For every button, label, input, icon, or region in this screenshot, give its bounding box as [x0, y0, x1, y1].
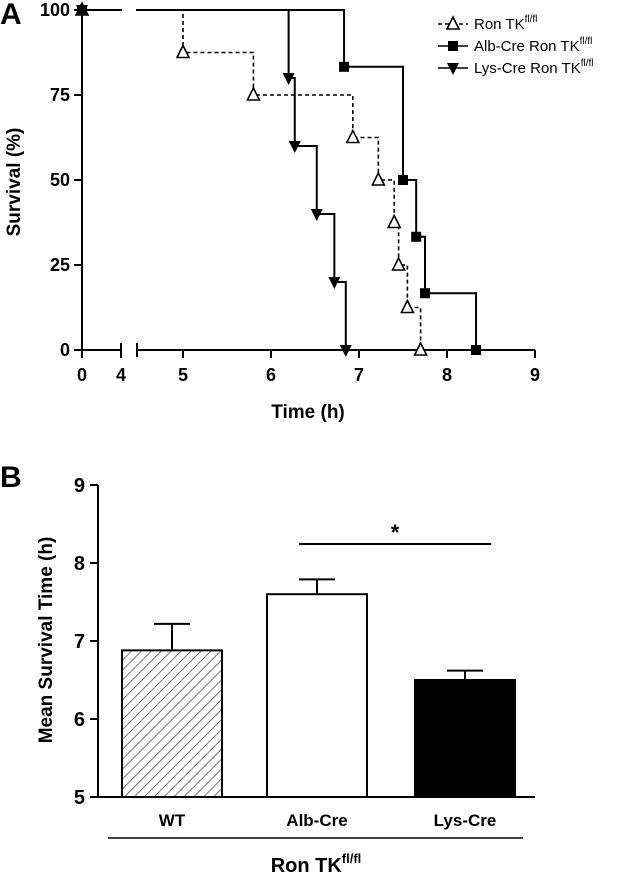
x-tick-label: 6 — [266, 365, 276, 385]
bar-y-axis-title: Mean Survival Time (h) — [36, 537, 57, 744]
x-tick-label: 8 — [442, 365, 452, 385]
series-line — [82, 9, 347, 350]
data-point-marker — [288, 141, 301, 153]
axis-gap-mask — [122, 7, 136, 13]
data-point-marker — [339, 345, 352, 357]
x-tick-label: 0 — [77, 365, 87, 385]
panel-a-label: A — [0, 0, 22, 31]
y-tick-label: 0 — [60, 340, 70, 360]
x-tick-label: 9 — [530, 365, 540, 385]
data-point-marker — [76, 5, 88, 17]
data-point-marker — [448, 41, 458, 51]
bar-lys-cre — [414, 679, 516, 798]
bar-series-group: WT Alb-Cre Lys-Cre * — [121, 520, 516, 830]
data-point-marker — [246, 86, 261, 101]
x-tick-label: 5 — [178, 365, 188, 385]
x-tick-label: 7 — [354, 365, 364, 385]
data-point-marker — [420, 288, 430, 299]
panel-b-label: B — [0, 461, 22, 494]
legend-label: Lys-Cre Ron TKfl/fl — [474, 58, 593, 77]
group-label: Ron TKfl/fl — [271, 851, 362, 877]
y-tick-label: 50 — [50, 170, 70, 190]
legend-label: Ron TKfl/fl — [474, 14, 537, 33]
series-2 — [76, 5, 352, 357]
legend-entry: Lys-Cre Ron TKfl/fl — [438, 58, 593, 77]
y-tick-label: 9 — [74, 475, 85, 497]
data-point-marker — [391, 256, 406, 271]
y-tick-label: 5 — [74, 787, 85, 809]
data-point-marker — [398, 175, 408, 185]
legend-entry: Alb-Cre Ron TKfl/fl — [438, 36, 592, 55]
survival-x-axis-title: Time (h) — [271, 402, 345, 423]
legend-label: Alb-Cre Ron TKfl/fl — [474, 36, 592, 55]
category-label: Lys-Cre — [434, 811, 497, 830]
data-point-marker — [413, 341, 428, 356]
bar-wt — [121, 649, 223, 798]
data-point-marker — [175, 43, 191, 59]
data-point-marker — [310, 209, 323, 221]
data-point-marker — [371, 171, 386, 186]
mean-survival-bar-chart: 5 6 7 8 9 WT Alb-Cre Lys-Cre * Mean Survival Ti… — [36, 475, 535, 877]
survival-axes: 0 25 50 75 100 0 4 5 6 7 8 9 — [40, 0, 540, 385]
data-point-marker — [386, 213, 402, 229]
significance-star: * — [391, 520, 400, 545]
data-point-marker — [411, 231, 422, 242]
data-point-marker — [328, 277, 341, 289]
y-tick-label: 25 — [50, 255, 70, 275]
data-point-marker — [339, 61, 350, 72]
category-label: WT — [159, 811, 186, 830]
survival-legend: Ron TKfl/fl Alb-Cre Ron TKfl/fl Lys-Cre Ro… — [438, 14, 593, 77]
data-point-marker — [445, 15, 461, 30]
survival-series-group — [74, 1, 482, 357]
series-line — [82, 9, 422, 350]
data-point-marker — [345, 128, 361, 144]
data-point-marker — [400, 298, 415, 314]
y-tick-label: 8 — [74, 553, 85, 575]
survival-y-axis-title: Survival (%) — [4, 128, 25, 237]
series-line — [82, 9, 478, 350]
legend-entry: Ron TKfl/fl — [438, 14, 537, 33]
y-tick-label: 7 — [74, 631, 85, 653]
bar-alb-cre — [266, 593, 368, 799]
data-point-marker — [282, 73, 295, 85]
y-tick-label: 6 — [74, 709, 85, 731]
y-tick-label: 75 — [50, 85, 70, 105]
y-tick-label: 100 — [40, 0, 70, 20]
data-point-marker — [471, 345, 482, 355]
series-0 — [74, 1, 428, 356]
x-tick-label: 4 — [116, 365, 126, 385]
data-point-marker — [447, 63, 459, 75]
category-label: Alb-Cre — [286, 811, 347, 830]
series-1 — [77, 5, 482, 355]
